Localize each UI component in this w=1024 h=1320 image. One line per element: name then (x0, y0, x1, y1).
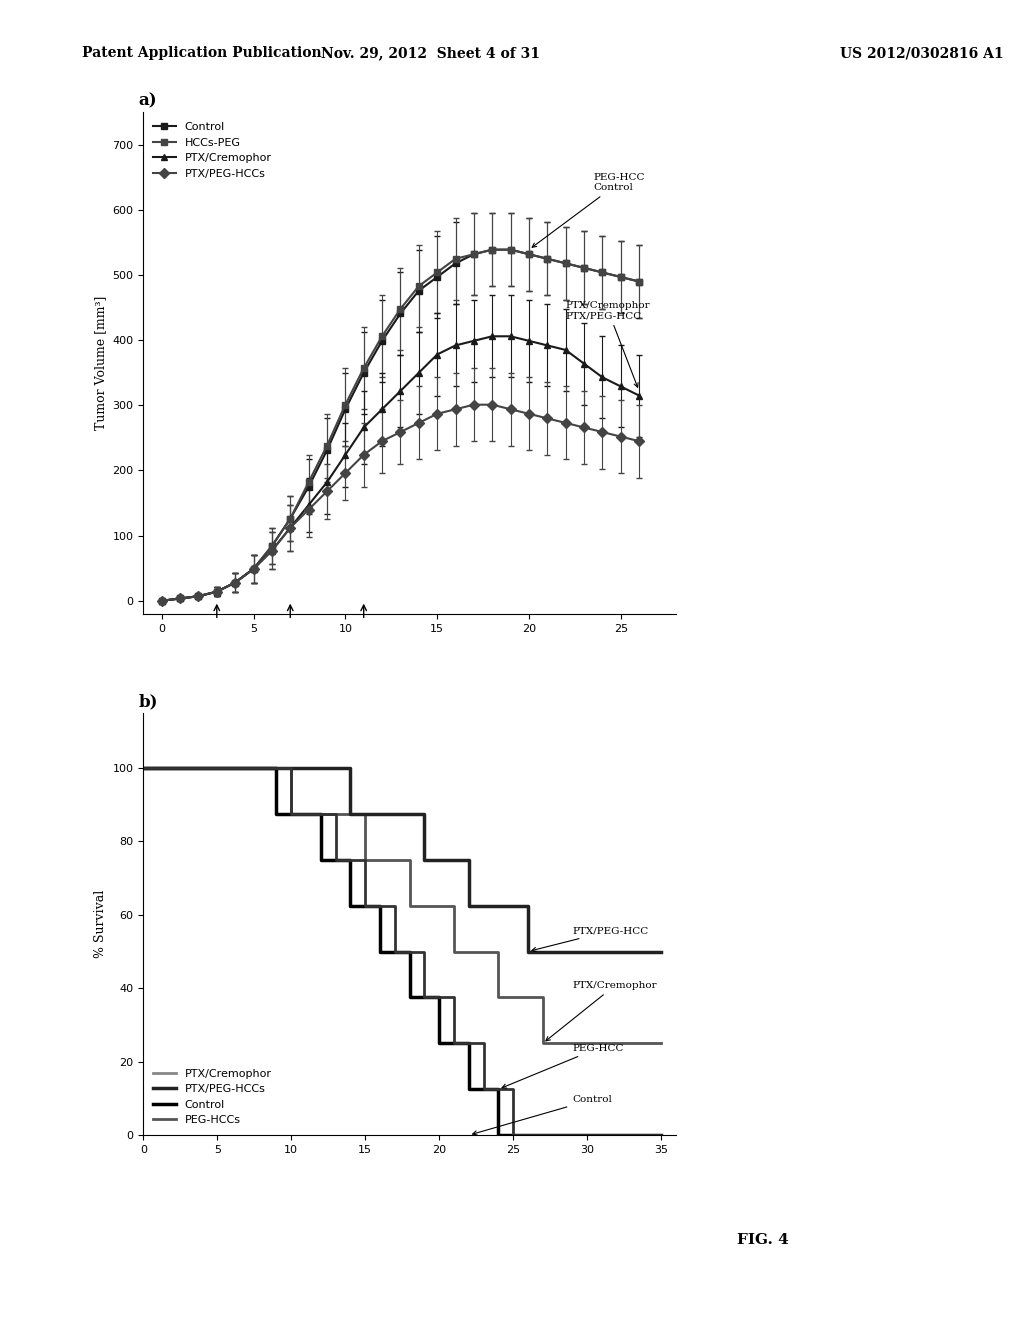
Text: PEG-HCC
Control: PEG-HCC Control (532, 173, 645, 247)
PTX/Cremophor (537, 1035, 549, 1051)
Line: PEG-HCCs: PEG-HCCs (143, 768, 662, 1135)
Control (374, 898, 386, 913)
Control (137, 760, 150, 776)
PEG-HCCs (359, 898, 372, 913)
Legend: Control, HCCs-PEG, PTX/Cremophor, PTX/PEG-HCCs: Control, HCCs-PEG, PTX/Cremophor, PTX/PE… (148, 117, 275, 183)
PTX/Cremophor (537, 990, 549, 1006)
PTX/Cremophor (403, 898, 416, 913)
PTX/PEG-HCCs (522, 898, 535, 913)
PTX/Cremophor (285, 807, 297, 822)
Y-axis label: % Survival: % Survival (94, 890, 108, 958)
PTX/Cremophor (359, 807, 372, 822)
PEG-HCCs (389, 944, 401, 960)
PTX/Cremophor (447, 944, 460, 960)
PTX/PEG-HCCs (418, 851, 430, 867)
Control (403, 944, 416, 960)
Text: PTX/Cremophor
PTX/PEG-HCC: PTX/Cremophor PTX/PEG-HCC (565, 301, 650, 387)
PEG-HCCs (330, 807, 342, 822)
PEG-HCCs (537, 1127, 549, 1143)
Control (493, 1127, 505, 1143)
Control (270, 760, 283, 776)
PTX/PEG-HCCs (463, 898, 475, 913)
Control (403, 990, 416, 1006)
Control (270, 807, 283, 822)
Control (433, 990, 445, 1006)
PTX/PEG-HCCs (522, 944, 535, 960)
Line: PTX/PEG-HCCs: PTX/PEG-HCCs (143, 768, 662, 952)
PEG-HCCs (447, 1035, 460, 1051)
Text: Patent Application Publication: Patent Application Publication (82, 46, 322, 61)
PTX/PEG-HCCs (418, 807, 430, 822)
Control (537, 1127, 549, 1143)
PEG-HCCs (537, 1127, 549, 1143)
Control (433, 1035, 445, 1051)
Control (344, 898, 356, 913)
Line: PTX/Cremophor: PTX/Cremophor (143, 768, 662, 1043)
Control (374, 944, 386, 960)
PTX/Cremophor (493, 944, 505, 960)
PTX/Cremophor (285, 760, 297, 776)
PEG-HCCs (285, 760, 297, 776)
Control (537, 1127, 549, 1143)
PEG-HCCs (477, 1081, 489, 1097)
PEG-HCCs (389, 898, 401, 913)
PEG-HCCs (507, 1081, 519, 1097)
Text: Control: Control (473, 1096, 612, 1135)
PEG-HCCs (359, 851, 372, 867)
Control (344, 851, 356, 867)
PEG-HCCs (330, 851, 342, 867)
PEG-HCCs (447, 990, 460, 1006)
Text: PTX/PEG-HCC: PTX/PEG-HCC (531, 927, 648, 952)
PTX/PEG-HCCs (463, 851, 475, 867)
Text: US 2012/0302816 A1: US 2012/0302816 A1 (840, 46, 1004, 61)
PTX/PEG-HCCs (344, 807, 356, 822)
Control (463, 1081, 475, 1097)
PTX/Cremophor (137, 760, 150, 776)
PEG-HCCs (477, 1035, 489, 1051)
Control (463, 1035, 475, 1051)
PEG-HCCs (418, 990, 430, 1006)
PEG-HCCs (418, 944, 430, 960)
Text: Nov. 29, 2012  Sheet 4 of 31: Nov. 29, 2012 Sheet 4 of 31 (321, 46, 540, 61)
Line: Control: Control (143, 768, 662, 1135)
PEG-HCCs (285, 807, 297, 822)
Text: b): b) (138, 693, 158, 710)
Text: PTX/Cremophor: PTX/Cremophor (546, 981, 657, 1041)
Control (314, 807, 327, 822)
PTX/PEG-HCCs (137, 760, 150, 776)
Text: a): a) (138, 92, 157, 110)
PEG-HCCs (137, 760, 150, 776)
Text: FIG. 4: FIG. 4 (737, 1233, 790, 1247)
PEG-HCCs (507, 1127, 519, 1143)
Legend: PTX/Cremophor, PTX/PEG-HCCs, Control, PEG-HCCs: PTX/Cremophor, PTX/PEG-HCCs, Control, PE… (148, 1064, 275, 1130)
PEG-HCCs (655, 1127, 668, 1143)
PTX/Cremophor (447, 898, 460, 913)
Text: PEG-HCC: PEG-HCC (502, 1044, 624, 1088)
PTX/Cremophor (493, 990, 505, 1006)
Control (655, 1127, 668, 1143)
Y-axis label: Tumor Volume [mm³]: Tumor Volume [mm³] (94, 296, 106, 430)
Control (314, 851, 327, 867)
PTX/PEG-HCCs (655, 944, 668, 960)
PTX/PEG-HCCs (344, 760, 356, 776)
PTX/Cremophor (655, 1035, 668, 1051)
PTX/Cremophor (403, 851, 416, 867)
Control (493, 1081, 505, 1097)
PTX/Cremophor (359, 851, 372, 867)
